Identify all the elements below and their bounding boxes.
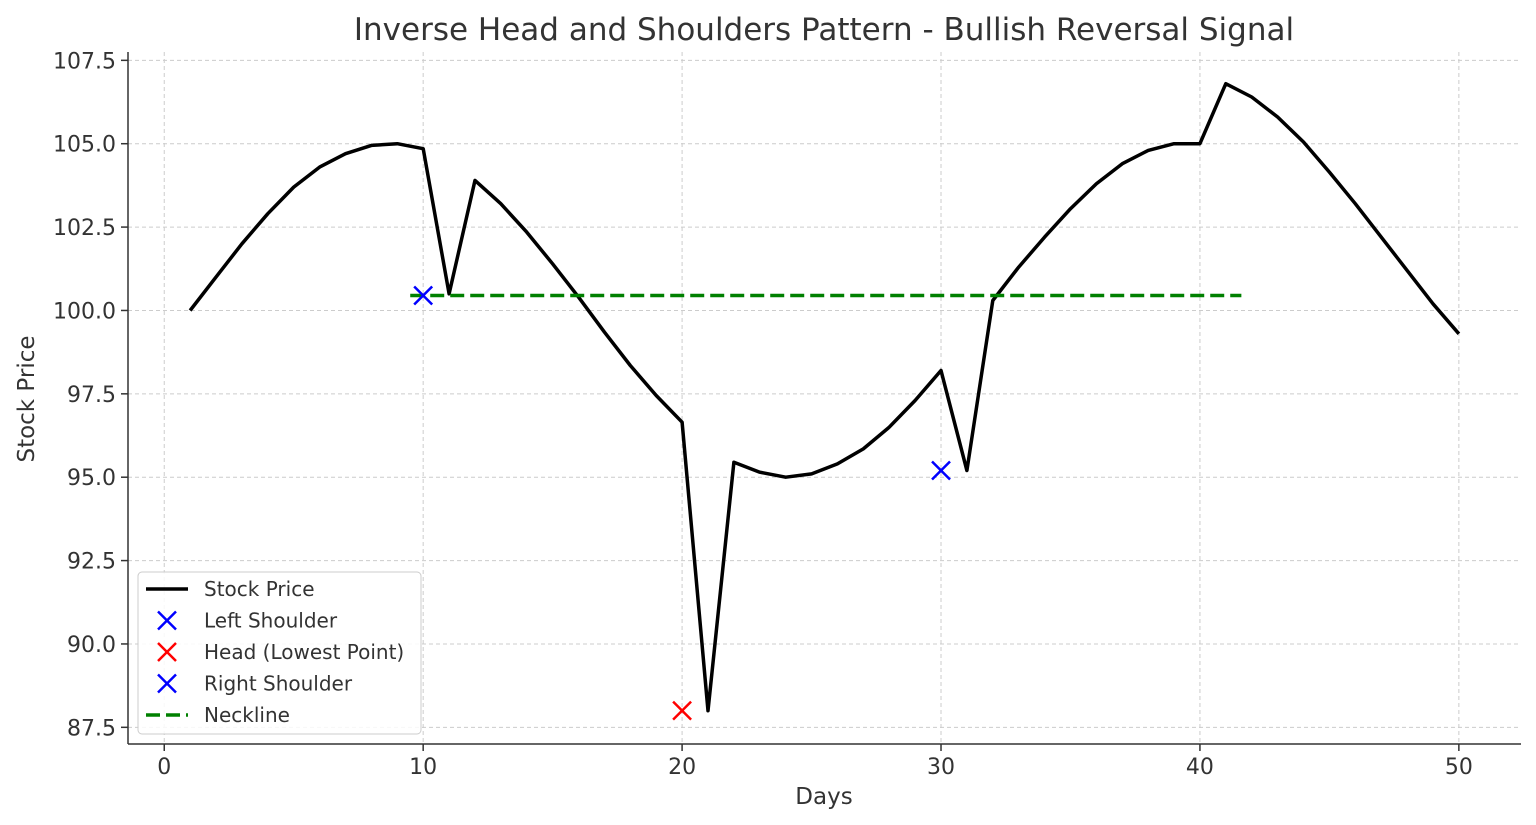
legend-item: Neckline bbox=[146, 703, 290, 727]
y-tick-label: 90.0 bbox=[67, 633, 116, 658]
x-tick-label: 0 bbox=[157, 755, 171, 780]
x-tick-label: 10 bbox=[409, 755, 437, 780]
x-tick-label: 50 bbox=[1445, 755, 1473, 780]
x-axis-ticks: 0 10 20 30 40 50 bbox=[157, 744, 1473, 780]
legend-box bbox=[137, 571, 422, 735]
y-tick-label: 102.5 bbox=[53, 216, 116, 241]
y-axis-label: Stock Price bbox=[14, 335, 40, 462]
legend-item: Right Shoulder bbox=[157, 672, 353, 696]
legend-item: Head (Lowest Point) bbox=[157, 640, 404, 664]
plot-area bbox=[188, 81, 1461, 721]
legend-label: Left Shoulder bbox=[204, 609, 338, 633]
y-tick-label: 97.5 bbox=[67, 383, 116, 408]
x-tick-label: 20 bbox=[668, 755, 696, 780]
axes bbox=[127, 52, 1521, 745]
legend-swatch bbox=[157, 610, 177, 631]
head-lowest-point-marker bbox=[672, 700, 692, 721]
legend-swatch bbox=[157, 673, 177, 694]
x-tick-label: 30 bbox=[927, 755, 955, 780]
x-axis-label: Days bbox=[795, 784, 852, 810]
legend-label: Stock Price bbox=[204, 577, 315, 601]
y-tick-label: 92.5 bbox=[67, 550, 116, 575]
legend-label: Right Shoulder bbox=[204, 672, 353, 696]
y-axis-ticks: 87.5 90.0 92.5 95.0 97.5 100.0 102.5 105.0 107.5 bbox=[53, 49, 128, 741]
y-tick-label: 95.0 bbox=[67, 466, 116, 491]
y-tick-label: 87.5 bbox=[67, 716, 116, 741]
y-tick-label: 100.0 bbox=[53, 299, 116, 324]
chart-title: Inverse Head and Shoulders Pattern - Bul… bbox=[354, 12, 1294, 48]
legend-label: Neckline bbox=[204, 703, 290, 727]
legend-label: Head (Lowest Point) bbox=[204, 640, 404, 664]
y-tick-label: 105.0 bbox=[53, 133, 116, 158]
legend-item: Stock Price bbox=[146, 577, 315, 601]
x-tick-label: 40 bbox=[1186, 755, 1214, 780]
left-shoulder-marker bbox=[413, 285, 434, 306]
y-tick-label: 107.5 bbox=[53, 49, 116, 74]
right-shoulder-marker bbox=[931, 460, 951, 481]
legend-swatch bbox=[157, 642, 177, 662]
legend: Stock Price Left Shoulder Head (Lowest Poi… bbox=[137, 571, 422, 735]
legend-item: Left Shoulder bbox=[157, 609, 338, 633]
stock-price-line bbox=[188, 81, 1461, 713]
